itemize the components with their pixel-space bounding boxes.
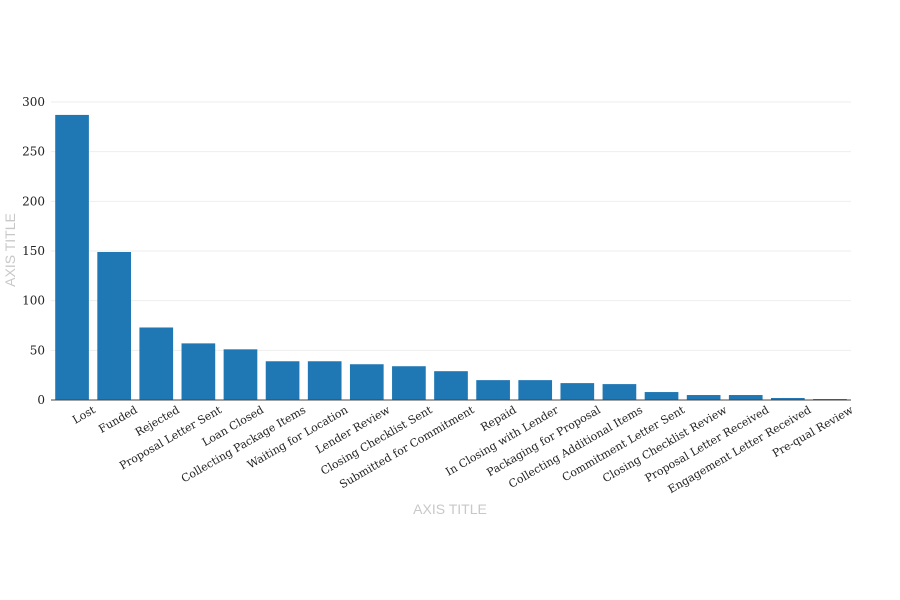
y-tick-label: 50: [30, 343, 45, 357]
gridlines: [51, 101, 851, 351]
bar[interactable]: [265, 361, 300, 400]
y-tick-label: 200: [22, 194, 45, 208]
bar[interactable]: [181, 343, 216, 400]
bar[interactable]: [55, 114, 89, 400]
bar[interactable]: [518, 380, 553, 400]
bar[interactable]: [644, 392, 679, 400]
y-tick-label: 250: [22, 145, 45, 159]
bar[interactable]: [686, 395, 721, 400]
bar[interactable]: [560, 383, 595, 400]
y-tick-label: 150: [22, 244, 45, 258]
y-tick-label: 100: [22, 294, 45, 308]
bars: [55, 114, 847, 400]
bar[interactable]: [771, 398, 805, 400]
bar[interactable]: [476, 380, 510, 400]
bar[interactable]: [728, 395, 763, 400]
bar[interactable]: [392, 366, 426, 400]
y-axis-ticks: 0 50 100 150 200 250 300: [22, 95, 45, 407]
y-axis-title: AXIS TITLE: [2, 213, 18, 287]
x-tick-label: Lost: [70, 403, 98, 427]
y-tick-label: 300: [22, 95, 45, 109]
y-tick-label: 0: [37, 393, 45, 407]
bar[interactable]: [349, 364, 384, 400]
bar[interactable]: [602, 384, 637, 400]
x-axis-title: AXIS TITLE: [413, 501, 487, 517]
bar[interactable]: [434, 371, 468, 400]
bar[interactable]: [223, 349, 258, 400]
bar[interactable]: [139, 327, 174, 400]
bar[interactable]: [307, 361, 342, 400]
x-tick-label: Funded: [96, 403, 139, 435]
bar[interactable]: [97, 251, 131, 400]
